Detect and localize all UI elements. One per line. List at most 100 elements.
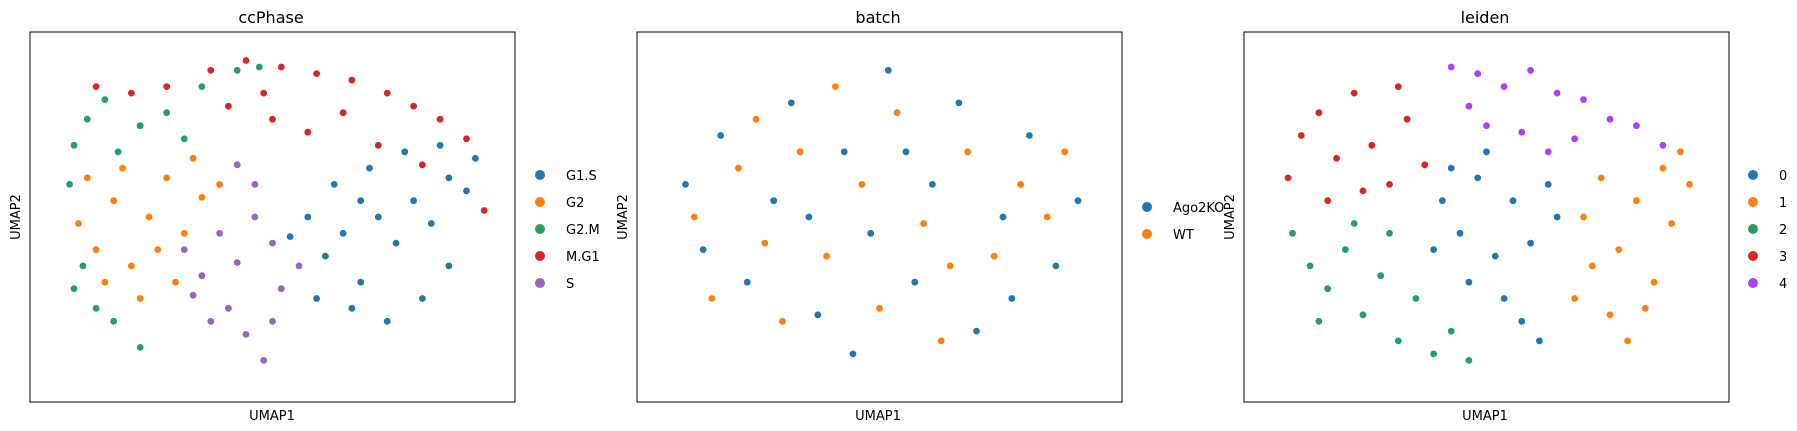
point-s-9 — [207, 317, 215, 325]
point-mg1-2 — [163, 83, 171, 90]
point-2-5 — [1377, 272, 1385, 280]
point-4-4 — [1553, 89, 1561, 97]
point-ago2ko-17 — [1074, 197, 1082, 205]
legend-label: G2 — [566, 196, 584, 211]
point-4-11 — [1544, 148, 1552, 156]
point-mg1-16 — [374, 141, 382, 149]
point-g1s-21 — [286, 233, 294, 241]
point-0-0 — [1439, 197, 1446, 205]
point-g1s-3 — [374, 213, 382, 221]
point-4-6 — [1606, 115, 1614, 123]
point-1-5 — [1668, 220, 1676, 227]
point-3-9 — [1324, 197, 1332, 205]
scatter-points — [66, 57, 488, 364]
point-mg1-9 — [410, 102, 417, 110]
point-1-4 — [1650, 278, 1658, 286]
point-0-13 — [1553, 213, 1561, 221]
point-1-3 — [1633, 197, 1640, 205]
point-0-2 — [1474, 174, 1482, 182]
legend-marker — [1748, 251, 1758, 261]
point-ago2ko-21 — [1008, 295, 1016, 302]
point-ago2ko-11 — [929, 181, 936, 188]
point-3-2 — [1315, 109, 1323, 117]
point-mg1-10 — [436, 115, 444, 123]
legend-label: G1.S — [566, 169, 597, 184]
plot-frame — [1243, 31, 1730, 403]
point-wt-8 — [876, 304, 883, 312]
point-ago2ko-4 — [770, 197, 778, 205]
legend-marker — [535, 278, 545, 288]
point-ago2ko-7 — [840, 148, 848, 156]
point-1-7 — [1588, 262, 1596, 270]
point-0-3 — [1491, 252, 1499, 260]
point-g2m-8 — [198, 83, 206, 90]
point-g2-14 — [154, 246, 162, 254]
legend-label: 3 — [1779, 250, 1787, 265]
point-mg1-17 — [419, 161, 426, 169]
panel-batch: batch UMAP1 UMAP2 Ago2KO WT — [616, 8, 1224, 424]
point-1-1 — [1597, 174, 1605, 182]
panel-ccphase: ccPhase UMAP1 UMAP2 G1.S G2 G2.M M.G1 S — [9, 8, 600, 424]
scatter-points — [1284, 63, 1693, 364]
legend: 0 1 2 3 4 — [1748, 169, 1787, 292]
point-s-13 — [233, 161, 241, 169]
point-ago2ko-1 — [699, 246, 707, 254]
point-g2m-6 — [163, 109, 171, 117]
legend-marker — [535, 251, 545, 261]
point-2-6 — [1394, 337, 1402, 345]
point-g2m-1 — [70, 141, 78, 149]
point-4-3 — [1527, 66, 1534, 74]
point-ago2ko-18 — [849, 350, 857, 358]
legend-marker — [1748, 170, 1758, 180]
point-0-7 — [1465, 278, 1473, 286]
point-g2-4 — [145, 213, 153, 221]
point-wt-11 — [946, 262, 954, 270]
legend-label: Ago2KO — [1173, 201, 1224, 216]
point-3-6 — [1386, 181, 1393, 188]
point-1-0 — [1580, 213, 1587, 221]
point-g1s-19 — [357, 197, 365, 205]
point-2-7 — [1412, 295, 1420, 302]
panel-title: batch — [855, 8, 900, 27]
point-ago2ko-15 — [1026, 132, 1033, 139]
legend-label: M.G1 — [566, 250, 600, 265]
point-3-7 — [1403, 115, 1411, 123]
point-wt-19 — [752, 115, 760, 123]
point-2-13 — [1315, 317, 1323, 325]
point-g2m-14 — [136, 344, 144, 351]
legend-marker — [1748, 278, 1758, 288]
point-g2-10 — [172, 278, 179, 286]
point-0-6 — [1544, 181, 1552, 188]
point-s-5 — [269, 239, 276, 247]
point-wt-15 — [1043, 213, 1051, 221]
point-1-13 — [1571, 295, 1579, 302]
point-2-11 — [1350, 220, 1358, 227]
point-mg1-5 — [277, 63, 285, 71]
point-g1s-12 — [436, 141, 444, 149]
point-mg1-8 — [383, 89, 391, 97]
point-g2m-10 — [255, 63, 263, 71]
point-ago2ko-16 — [1052, 262, 1060, 270]
point-0-10 — [1536, 337, 1543, 345]
point-wt-9 — [893, 109, 901, 117]
point-g2m-12 — [92, 304, 100, 312]
point-2-3 — [1342, 246, 1349, 254]
point-ago2ko-3 — [743, 278, 751, 286]
point-g2-13 — [216, 181, 224, 188]
point-ago2ko-5 — [787, 99, 795, 107]
panel-title: leiden — [1461, 8, 1510, 27]
point-g2-8 — [101, 278, 109, 286]
point-2-1 — [1306, 262, 1314, 270]
point-0-5 — [1527, 239, 1534, 247]
point-g2-11 — [83, 174, 91, 182]
point-s-7 — [242, 331, 250, 338]
x-axis-label: UMAP1 — [1462, 409, 1508, 424]
point-g2-5 — [163, 174, 171, 182]
point-g2m-7 — [180, 135, 188, 143]
point-s-3 — [233, 259, 241, 266]
point-g1s-18 — [313, 295, 320, 302]
point-g1s-1 — [339, 229, 347, 237]
point-g2m-11 — [79, 262, 87, 270]
point-4-0 — [1447, 63, 1455, 71]
point-g2m-3 — [101, 96, 109, 103]
